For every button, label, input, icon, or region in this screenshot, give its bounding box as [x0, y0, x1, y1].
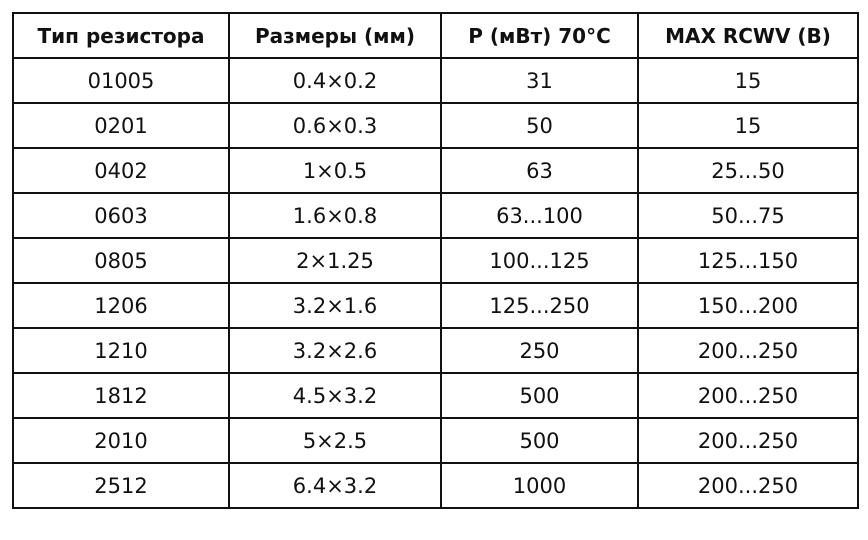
table-cell: 50	[440, 102, 639, 149]
table-cell: 1000	[440, 462, 639, 509]
table-cell: 200...250	[637, 327, 859, 374]
table-cell: 200...250	[637, 417, 859, 464]
table-cell: 150...200	[637, 282, 859, 329]
table-cell: 0.4×0.2	[228, 57, 442, 104]
table-cell: 0805	[12, 237, 230, 284]
table-cell: 3.2×2.6	[228, 327, 442, 374]
table-cell: 25...50	[637, 147, 859, 194]
table-row: 0201 0.6×0.3 50 15	[12, 102, 859, 149]
header-cell: P (мВт) 70°C	[440, 12, 639, 59]
table-row: 1206 3.2×1.6 125...250 150...200	[12, 282, 859, 329]
table-cell: 50...75	[637, 192, 859, 239]
header-row: Тип резистора Размеры (мм) P (мВт) 70°C MAX…	[12, 12, 859, 59]
table-cell: 250	[440, 327, 639, 374]
table-cell: 15	[637, 57, 859, 104]
header-cell: Тип резистора	[12, 12, 230, 59]
table-cell: 63	[440, 147, 639, 194]
table-cell: 15	[637, 102, 859, 149]
table-cell: 63...100	[440, 192, 639, 239]
table-row: 1812 4.5×3.2 500 200...250	[12, 372, 859, 419]
table-cell: 1206	[12, 282, 230, 329]
table-cell: 0.6×0.3	[228, 102, 442, 149]
table-body: 01005 0.4×0.2 31 15 0201 0.6×0.3 50 15 0402 1×0.5…	[12, 57, 859, 509]
table-row: 2010 5×2.5 500 200...250	[12, 417, 859, 464]
resistor-table: Тип резистора Размеры (мм) P (мВт) 70°C MAX…	[12, 12, 859, 509]
header-cell: Размеры (мм)	[228, 12, 442, 59]
table-cell: 01005	[12, 57, 230, 104]
table-row: 0603 1.6×0.8 63...100 50...75	[12, 192, 859, 239]
table-cell: 31	[440, 57, 639, 104]
table-cell: 1.6×0.8	[228, 192, 442, 239]
table-cell: 125...250	[440, 282, 639, 329]
table-row: 1210 3.2×2.6 250 200...250	[12, 327, 859, 374]
table-cell: 500	[440, 372, 639, 419]
table-cell: 500	[440, 417, 639, 464]
table-cell: 125...150	[637, 237, 859, 284]
table-row: 2512 6.4×3.2 1000 200...250	[12, 462, 859, 509]
table-cell: 200...250	[637, 462, 859, 509]
table-cell: 3.2×1.6	[228, 282, 442, 329]
header-cell: MAX RCWV (В)	[637, 12, 859, 59]
table-row: 01005 0.4×0.2 31 15	[12, 57, 859, 104]
table-cell: 1812	[12, 372, 230, 419]
table-cell: 2512	[12, 462, 230, 509]
table-cell: 1×0.5	[228, 147, 442, 194]
table-row: 0402 1×0.5 63 25...50	[12, 147, 859, 194]
table-cell: 5×2.5	[228, 417, 442, 464]
table-row: 0805 2×1.25 100...125 125...150	[12, 237, 859, 284]
table-cell: 2×1.25	[228, 237, 442, 284]
table-cell: 100...125	[440, 237, 639, 284]
table-cell: 1210	[12, 327, 230, 374]
table-cell: 4.5×3.2	[228, 372, 442, 419]
table-cell: 6.4×3.2	[228, 462, 442, 509]
table-cell: 0201	[12, 102, 230, 149]
table-cell: 2010	[12, 417, 230, 464]
table-cell: 0603	[12, 192, 230, 239]
table-cell: 200...250	[637, 372, 859, 419]
table-cell: 0402	[12, 147, 230, 194]
